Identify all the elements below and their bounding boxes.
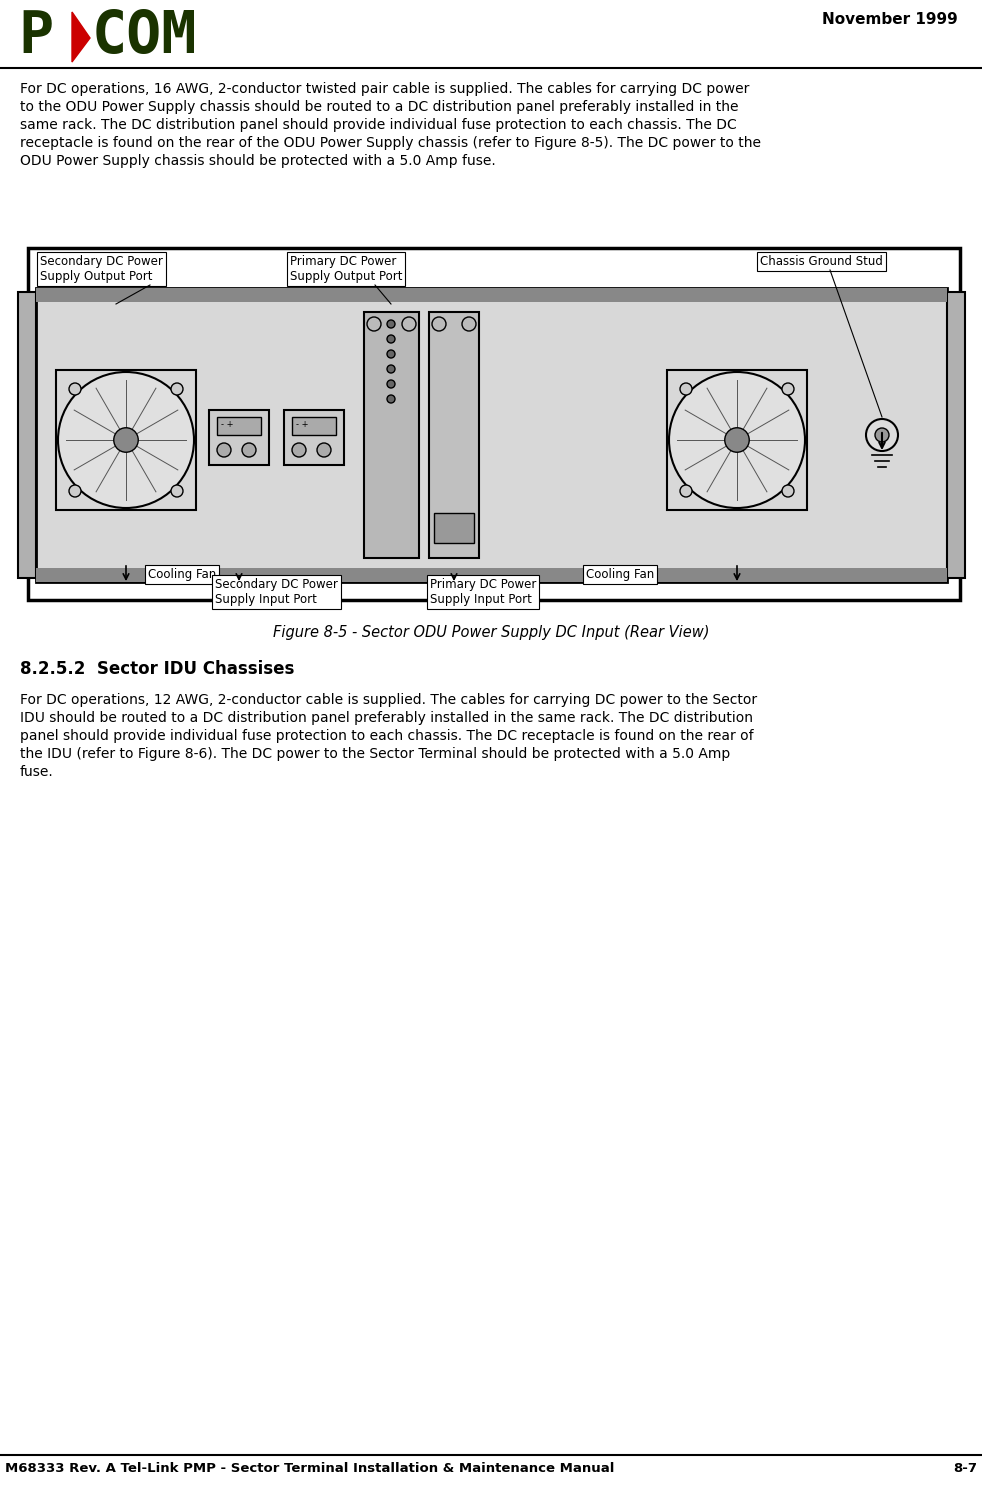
Bar [364,312,419,558]
Text: Cooling Fan: Cooling Fan [586,567,654,581]
Circle shape [114,428,138,453]
Circle shape [725,428,749,453]
Text: Figure 8-5 - Sector ODU Power Supply DC Input (Rear View): Figure 8-5 - Sector ODU Power Supply DC … [273,625,709,640]
Bar [292,417,336,435]
Text: Primary DC Power
Supply Input Port: Primary DC Power Supply Input Port [430,578,536,606]
Circle shape [242,443,256,457]
Circle shape [58,373,194,508]
Text: fuse.: fuse. [20,765,54,780]
Circle shape [217,443,231,457]
Bar [28,248,960,600]
Circle shape [317,443,331,457]
Text: receptacle is found on the rear of the ODU Power Supply chassis (refer to Figure: receptacle is found on the rear of the O… [20,137,761,150]
Text: M68333 Rev. A Tel-Link PMP - Sector Terminal Installation & Maintenance Manual: M68333 Rev. A Tel-Link PMP - Sector Term… [5,1463,615,1475]
Polygon shape [72,12,90,62]
Text: same rack. The DC distribution panel should provide individual fuse protection t: same rack. The DC distribution panel sho… [20,117,736,132]
Text: - +: - + [221,420,234,429]
Circle shape [669,373,805,508]
Text: 8.2.5.2  Sector IDU Chassises: 8.2.5.2 Sector IDU Chassises [20,659,295,679]
Text: Secondary DC Power
Supply Output Port: Secondary DC Power Supply Output Port [40,255,163,284]
Circle shape [875,428,889,443]
Bar [56,370,196,509]
Circle shape [387,380,395,388]
Circle shape [782,486,794,497]
Bar [36,567,947,582]
Circle shape [387,395,395,402]
Circle shape [387,319,395,328]
Text: - +: - + [296,420,308,429]
Text: the IDU (refer to Figure 8-6). The DC power to the Sector Terminal should be pro: the IDU (refer to Figure 8-6). The DC po… [20,747,731,760]
Circle shape [462,316,476,331]
Circle shape [782,383,794,395]
Text: 8-7: 8-7 [953,1463,977,1475]
Bar [217,417,261,435]
Text: to the ODU Power Supply chassis should be routed to a DC distribution panel pref: to the ODU Power Supply chassis should b… [20,99,738,114]
Bar [434,512,474,544]
Circle shape [387,336,395,343]
Circle shape [292,443,306,457]
Text: November 1999: November 1999 [822,12,958,27]
Text: For DC operations, 12 AWG, 2-conductor cable is supplied. The cables for carryin: For DC operations, 12 AWG, 2-conductor c… [20,693,757,707]
Bar [429,312,479,558]
Circle shape [387,365,395,373]
Circle shape [866,419,898,451]
Circle shape [367,316,381,331]
Bar [667,370,807,509]
Text: Primary DC Power
Supply Output Port: Primary DC Power Supply Output Port [290,255,403,284]
Bar [18,293,36,578]
Bar [36,288,947,301]
Circle shape [402,316,416,331]
Text: Cooling Fan: Cooling Fan [148,567,216,581]
Circle shape [69,383,81,395]
Text: COM: COM [92,7,197,65]
Text: Chassis Ground Stud: Chassis Ground Stud [760,255,883,267]
Circle shape [171,383,183,395]
Circle shape [69,486,81,497]
Bar [209,410,269,465]
Circle shape [680,383,692,395]
Circle shape [432,316,446,331]
Text: Secondary DC Power
Supply Input Port: Secondary DC Power Supply Input Port [215,578,338,606]
Text: For DC operations, 16 AWG, 2-conductor twisted pair cable is supplied. The cable: For DC operations, 16 AWG, 2-conductor t… [20,82,749,97]
Circle shape [680,486,692,497]
Bar [284,410,344,465]
Bar [947,293,965,578]
Text: ODU Power Supply chassis should be protected with a 5.0 Amp fuse.: ODU Power Supply chassis should be prote… [20,154,496,168]
Bar [36,288,947,582]
Text: panel should provide individual fuse protection to each chassis. The DC receptac: panel should provide individual fuse pro… [20,729,753,742]
Circle shape [387,350,395,358]
Text: IDU should be routed to a DC distribution panel preferably installed in the same: IDU should be routed to a DC distributio… [20,711,753,725]
Text: P: P [18,7,53,65]
Circle shape [171,486,183,497]
